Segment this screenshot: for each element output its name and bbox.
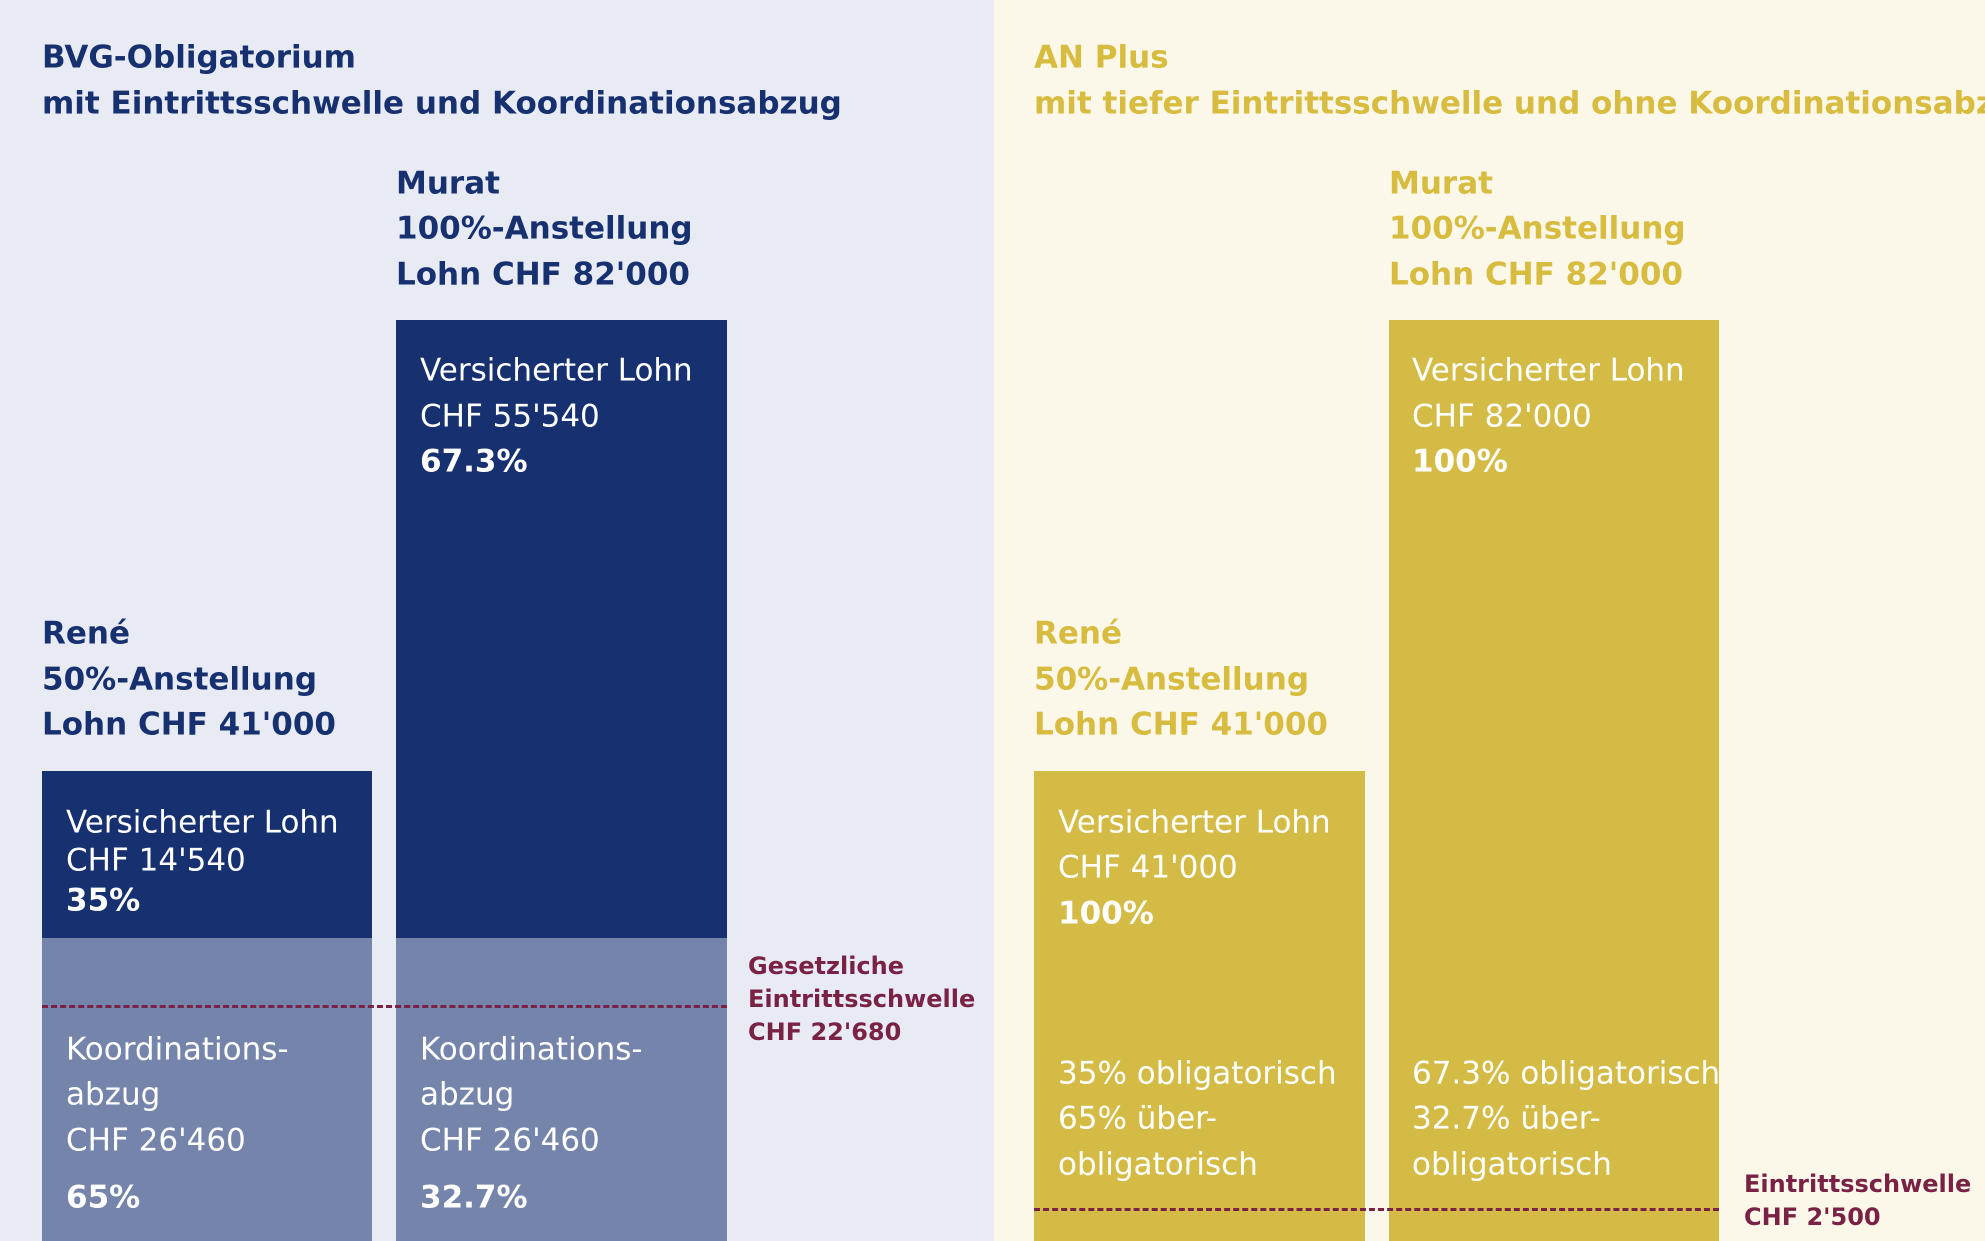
deduction-text: Koordinations- (66, 1031, 289, 1068)
insured-text: 35% (66, 882, 141, 919)
deduction-text: 32.7% (420, 1179, 528, 1216)
insured-text: CHF 82'000 (1412, 398, 1592, 435)
deduction-bar (396, 938, 727, 1241)
person-heading: René (42, 615, 130, 652)
panel-title: AN Plus (1034, 39, 1169, 76)
deduction-text: CHF 26'460 (66, 1122, 246, 1159)
deduction-text: abzug (420, 1076, 515, 1113)
deduction-text: abzug (66, 1076, 161, 1113)
insured-bar (42, 771, 372, 938)
threshold-label: CHF 2'500 (1744, 1203, 1881, 1231)
panel-title: mit Eintrittsschwelle und Koordinationsa… (42, 85, 842, 122)
panel-title: mit tiefer Eintrittsschwelle und ohne Ko… (1034, 85, 1985, 122)
person-heading: Lohn CHF 82'000 (1389, 256, 1683, 293)
deduction-text: Koordinations- (420, 1031, 643, 1068)
person-heading: 100%-Anstellung (396, 210, 693, 247)
person-heading: Lohn CHF 41'000 (1034, 706, 1328, 743)
insured-bar (1034, 771, 1365, 1241)
person-heading: 50%-Anstellung (42, 661, 318, 698)
insured-text: CHF 55'540 (420, 398, 600, 435)
deduction-bar (42, 938, 372, 1241)
person-heading: 100%-Anstellung (1389, 210, 1686, 247)
insured-text: 67.3% (420, 443, 528, 480)
insured-text: 100% (1058, 895, 1154, 932)
person-heading: Lohn CHF 41'000 (42, 706, 336, 743)
threshold-label: Eintrittsschwelle (1744, 1170, 1972, 1198)
threshold-label: CHF 22'680 (748, 1018, 902, 1046)
insured-text: Versicherter Lohn (1058, 804, 1331, 841)
insured-bar (396, 320, 727, 938)
split-text: obligatorisch (1412, 1146, 1612, 1183)
panel-title: BVG-Obligatorium (42, 39, 356, 76)
insured-text: Versicherter Lohn (66, 804, 339, 841)
deduction-text: CHF 26'460 (420, 1122, 600, 1159)
insured-text: CHF 14'540 (66, 842, 246, 879)
split-text: obligatorisch (1058, 1146, 1258, 1183)
threshold-line (42, 1005, 727, 1008)
split-text: 65% über- (1058, 1100, 1218, 1137)
threshold-label: Gesetzliche (748, 952, 905, 980)
person-heading: Lohn CHF 82'000 (396, 256, 690, 293)
split-text: 67.3% obligatorisch (1412, 1055, 1721, 1092)
insured-text: CHF 41'000 (1058, 849, 1238, 886)
threshold-label: Eintrittsschwelle (748, 985, 976, 1013)
person-heading: Murat (1389, 165, 1493, 202)
insured-text: Versicherter Lohn (420, 352, 693, 389)
person-heading: René (1034, 615, 1122, 652)
insured-text: Versicherter Lohn (1412, 352, 1685, 389)
threshold-line (1034, 1208, 1719, 1211)
split-text: 35% obligatorisch (1058, 1055, 1337, 1092)
person-heading: Murat (396, 165, 500, 202)
insured-bar (1389, 320, 1719, 1241)
deduction-text: 65% (66, 1179, 141, 1216)
split-text: 32.7% über- (1412, 1100, 1601, 1137)
insured-text: 100% (1412, 443, 1508, 480)
person-heading: 50%-Anstellung (1034, 661, 1310, 698)
